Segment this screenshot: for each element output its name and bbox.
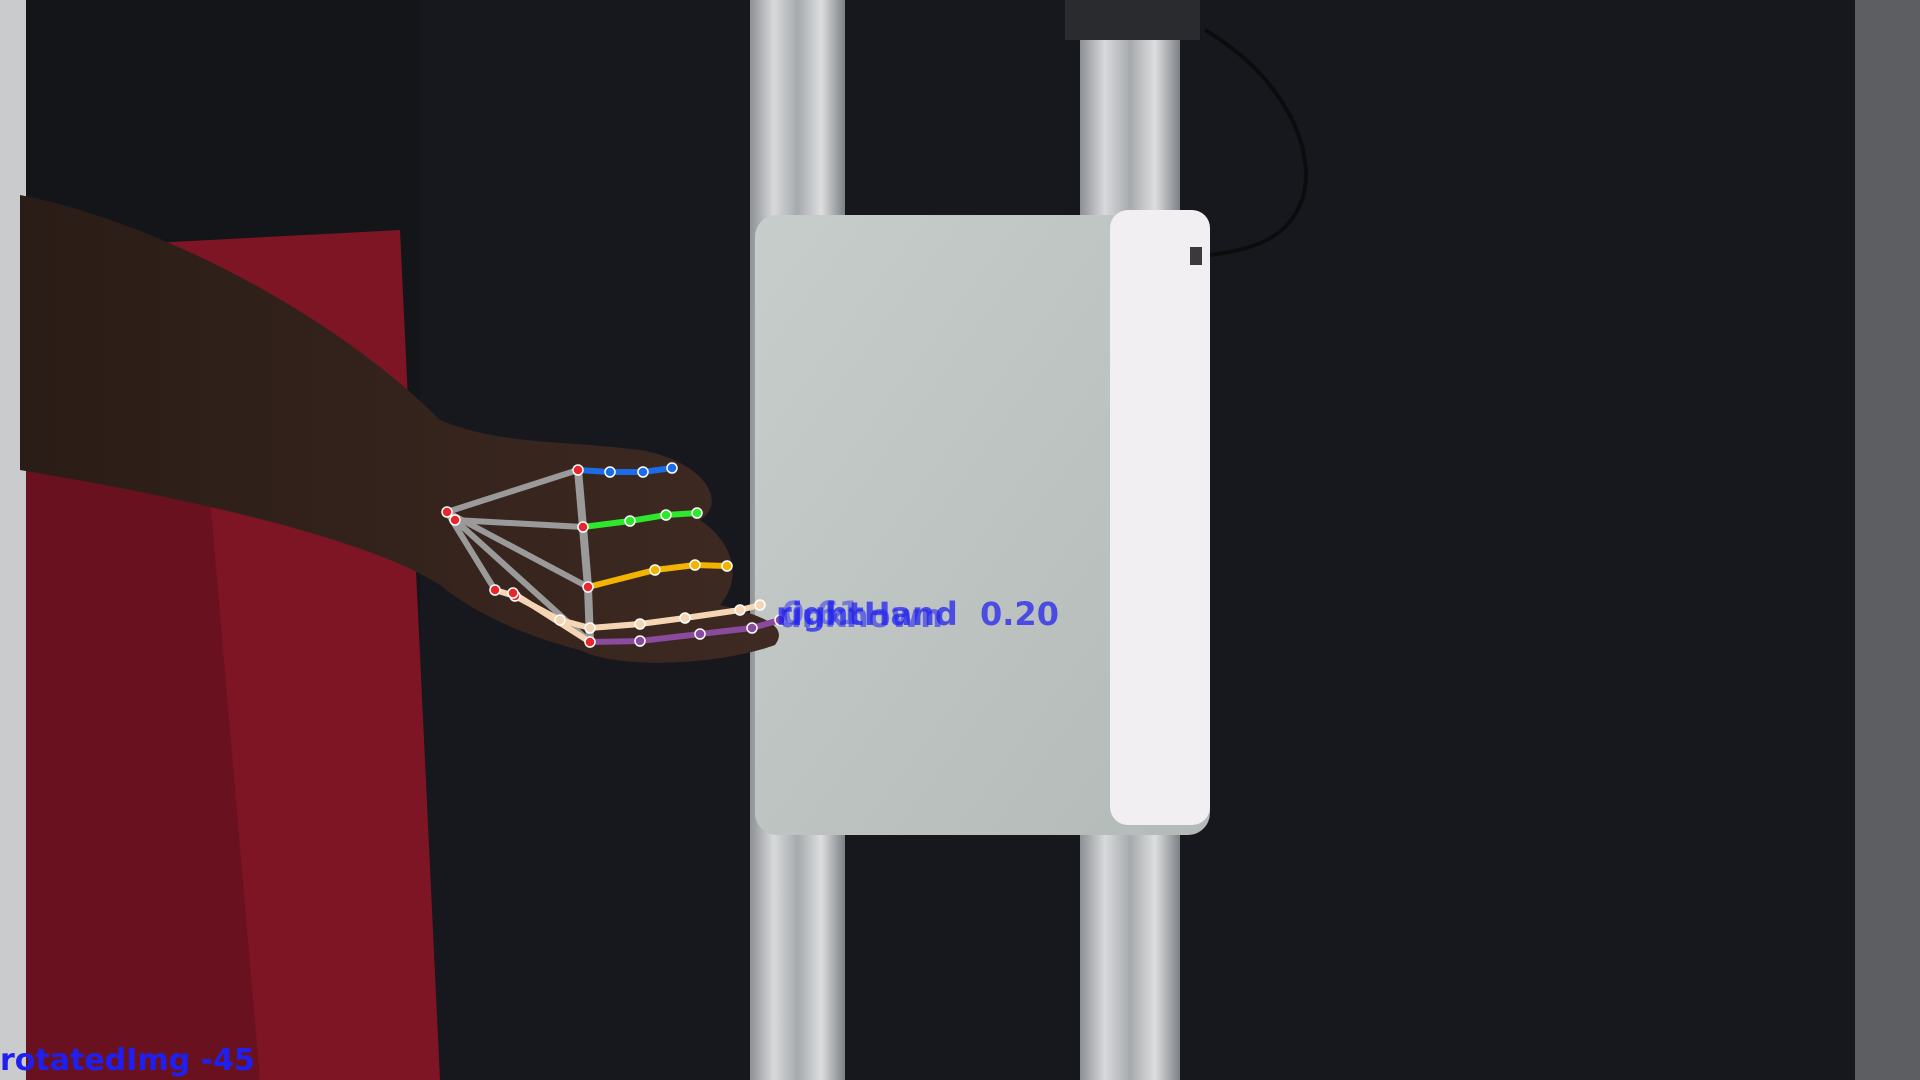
- thumb-joint: [554, 614, 566, 626]
- pinky-joint: [694, 628, 706, 640]
- hand-landmark-overlay: [441, 462, 786, 648]
- thumb-bone: [512, 593, 563, 623]
- pinky-joint: [774, 614, 786, 626]
- middle-joint: [660, 509, 672, 521]
- thumb-bone: [682, 607, 743, 621]
- pinky-joint: [584, 636, 596, 648]
- hand-label-score-2: 0.20: [980, 595, 1059, 633]
- tablet-edge: [1110, 210, 1210, 825]
- pinky-bone: [587, 638, 643, 645]
- thumb-joint: [634, 618, 646, 630]
- tablet-device: [755, 215, 1210, 835]
- middle-joint: [624, 515, 636, 527]
- thumb-joint: [754, 599, 766, 611]
- pinky-joint: [746, 622, 758, 634]
- ring-joint: [689, 559, 701, 571]
- pinky-bone: [637, 631, 703, 644]
- thumb-joint: [584, 622, 596, 634]
- index-joint: [637, 466, 649, 478]
- ring-joint: [721, 560, 733, 572]
- thumb-bone: [637, 615, 688, 627]
- index-joint: [666, 462, 678, 474]
- middle-bone: [627, 512, 669, 524]
- middle-bone: [580, 518, 633, 530]
- left-white-pole: [0, 0, 26, 1080]
- thumb-bone: [587, 621, 643, 631]
- right-frame-edge: [1855, 0, 1920, 1080]
- ring-bone: [652, 562, 698, 573]
- thumb-joint: [679, 612, 691, 624]
- ring-joint: [649, 564, 661, 576]
- rotated-image-label: rotatedImg -45: [0, 1043, 255, 1078]
- palm-connection: [452, 517, 586, 530]
- top-bracket: [1065, 0, 1200, 40]
- index-joint: [604, 466, 616, 478]
- charging-cable: [1203, 28, 1308, 257]
- red-clothing-shadow: [20, 380, 260, 1080]
- wrist-joint: [489, 584, 501, 596]
- middle-joint: [577, 521, 589, 533]
- middle-joint: [691, 507, 703, 519]
- wrist-joint: [507, 587, 519, 599]
- pinky-bone: [697, 625, 755, 637]
- hand-label-score: 0.61: [782, 594, 861, 632]
- palm-connection: [574, 466, 587, 531]
- palm-connection: [444, 467, 581, 515]
- palm-connection: [579, 523, 592, 591]
- palm-connection: [444, 509, 591, 590]
- thumb-joint: [734, 604, 746, 616]
- hand-label-handedness: rightHand: [776, 595, 958, 633]
- hand-label-unknown: unknown: [779, 597, 943, 635]
- ring-joint: [582, 581, 594, 593]
- tablet-port: [1190, 247, 1202, 265]
- wrist-joint: [441, 506, 453, 518]
- arm-skin: [20, 195, 779, 663]
- pinky-joint: [634, 635, 646, 647]
- index-joint: [572, 464, 584, 476]
- wrist-joint: [449, 514, 461, 526]
- ring-bone: [585, 567, 658, 590]
- palm-connection: [584, 583, 594, 646]
